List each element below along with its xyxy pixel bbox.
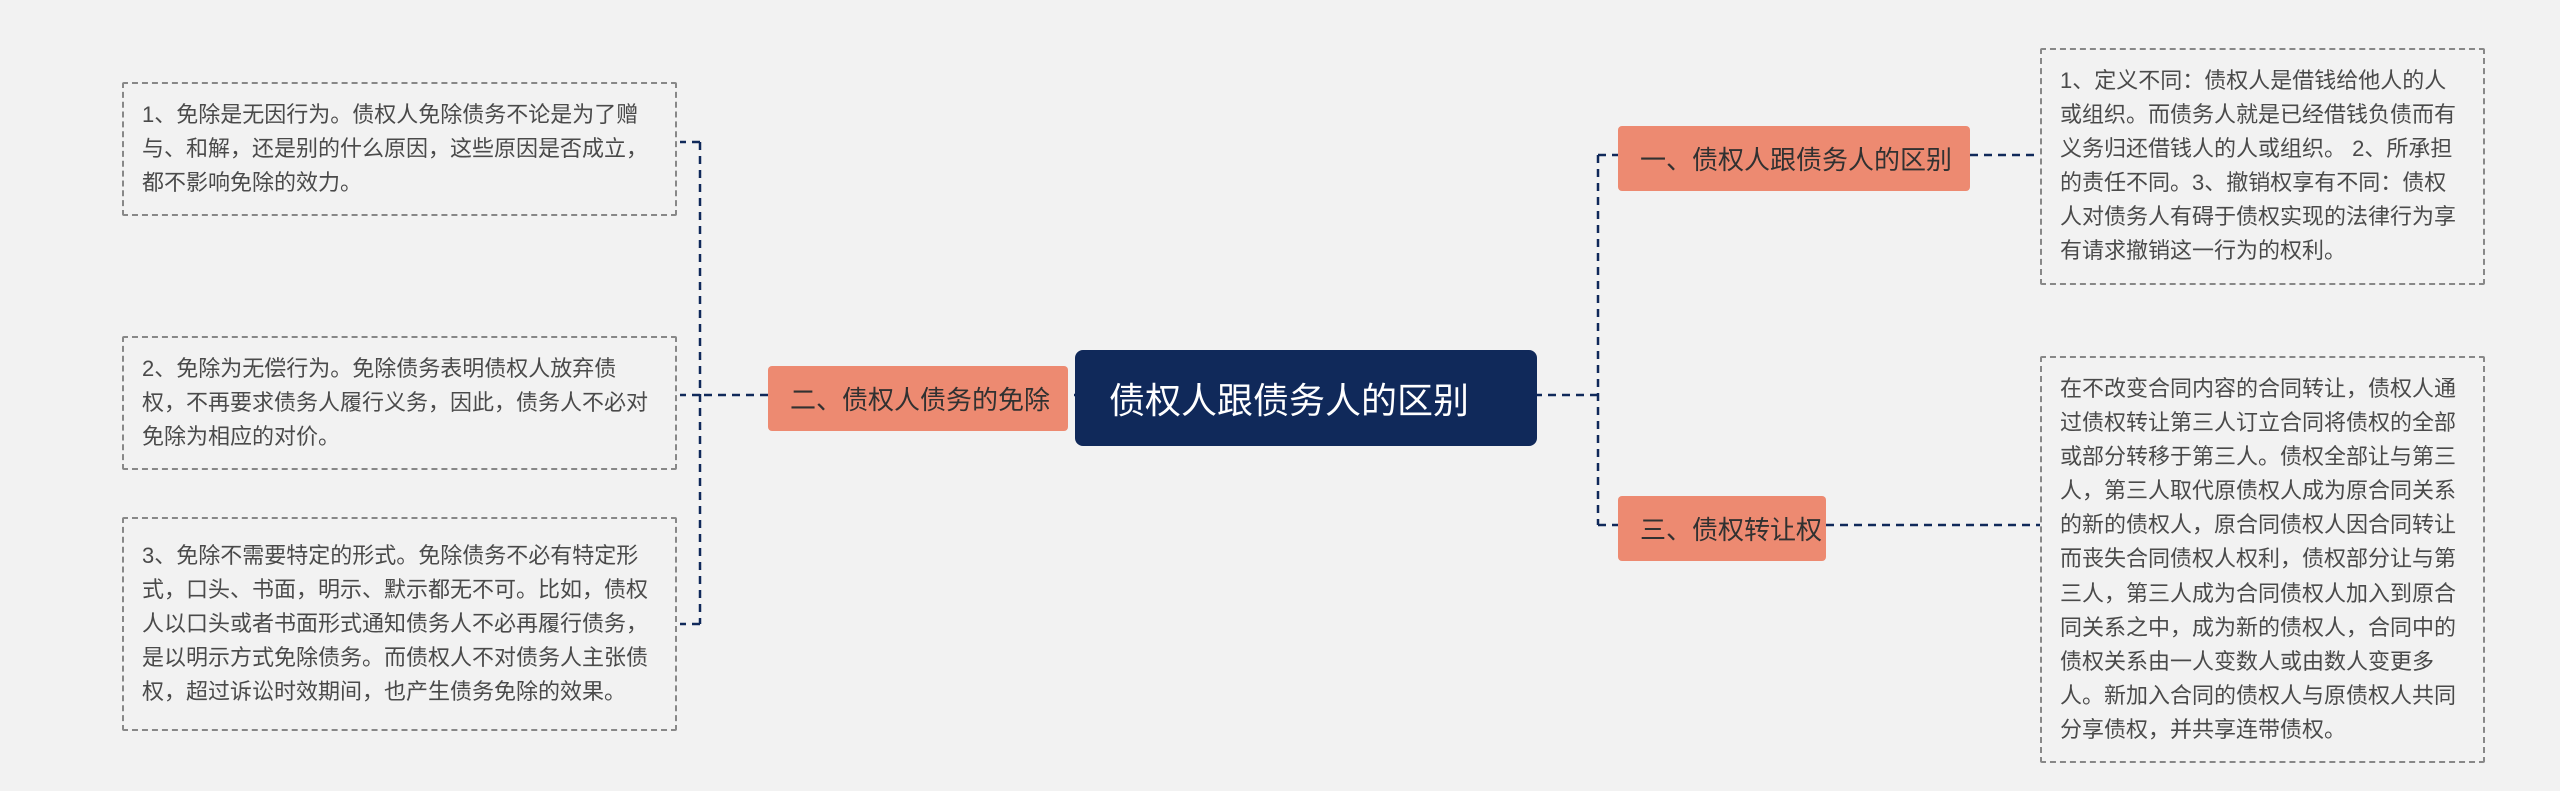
leaf-transfer-1: 在不改变合同内容的合同转让，债权人通过债权转让第三人订立合同将债权的全部或部分转…: [2040, 356, 2485, 763]
leaf-waiver-3: 3、免除不需要特定的形式。免除债务不必有特定形式，口头、书面，明示、默示都无不可…: [122, 517, 677, 731]
branch-node-difference: 一、债权人跟债务人的区别: [1618, 126, 1970, 191]
branch-node-transfer: 三、债权转让权: [1618, 496, 1826, 561]
leaf-difference-1: 1、定义不同：债权人是借钱给他人的人或组织。而债务人就是已经借钱负债而有义务归还…: [2040, 48, 2485, 285]
leaf-waiver-1: 1、免除是无因行为。债权人免除债务不论是为了赠与、和解，还是别的什么原因，这些原…: [122, 82, 677, 216]
branch-node-waiver: 二、债权人债务的免除: [768, 366, 1068, 431]
leaf-waiver-2: 2、免除为无偿行为。免除债务表明债权人放弃债权，不再要求债务人履行义务，因此，债…: [122, 336, 677, 470]
center-node: 债权人跟债务人的区别: [1075, 350, 1537, 446]
